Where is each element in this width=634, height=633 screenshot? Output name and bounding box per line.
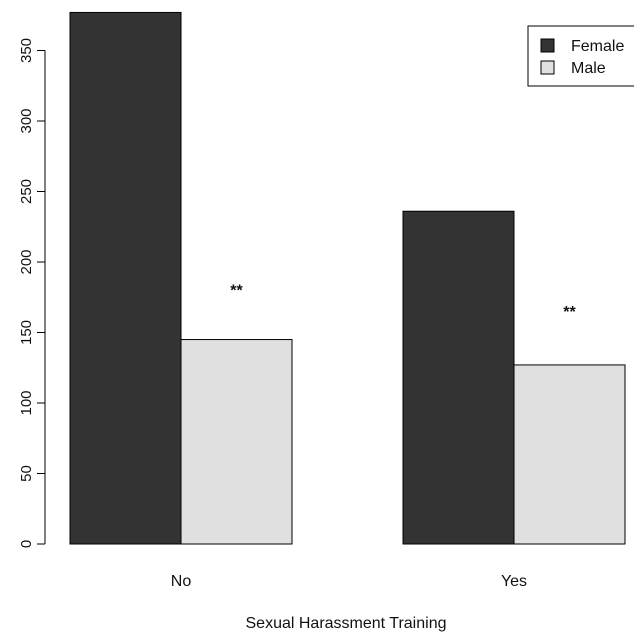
y-tick-label: 300 bbox=[18, 108, 35, 133]
bar-female-yes bbox=[402, 210, 515, 545]
bars-group bbox=[69, 11, 626, 545]
x-category-label: Yes bbox=[501, 573, 527, 590]
y-tick-label: 250 bbox=[18, 179, 35, 204]
bar-male-yes bbox=[513, 364, 626, 545]
y-tick-label: 0 bbox=[18, 540, 35, 548]
y-tick-label: 50 bbox=[18, 465, 35, 482]
bar-male-no bbox=[180, 339, 293, 545]
y-axis: 0 50 100 150 200 250 300 350 bbox=[18, 38, 46, 548]
legend-box bbox=[527, 25, 634, 87]
legend-swatch-male bbox=[540, 60, 555, 75]
significance-annotation: ** bbox=[230, 283, 243, 300]
x-category-labels: No Yes bbox=[171, 573, 527, 590]
legend-swatch-female bbox=[540, 38, 555, 53]
x-axis-title: Sexual Harassment Training bbox=[246, 615, 447, 632]
y-tick-label: 350 bbox=[18, 38, 35, 63]
legend-label-female: Female bbox=[571, 38, 624, 55]
bar-female-no bbox=[69, 11, 182, 545]
annotations-group: ** ** bbox=[230, 283, 576, 321]
legend: Female Male bbox=[527, 25, 634, 87]
y-tick-label: 200 bbox=[18, 249, 35, 274]
x-category-label: No bbox=[171, 573, 192, 590]
legend-label-male: Male bbox=[571, 60, 606, 77]
significance-annotation: ** bbox=[563, 304, 576, 321]
y-tick-label: 100 bbox=[18, 390, 35, 415]
y-tick-label: 150 bbox=[18, 320, 35, 345]
